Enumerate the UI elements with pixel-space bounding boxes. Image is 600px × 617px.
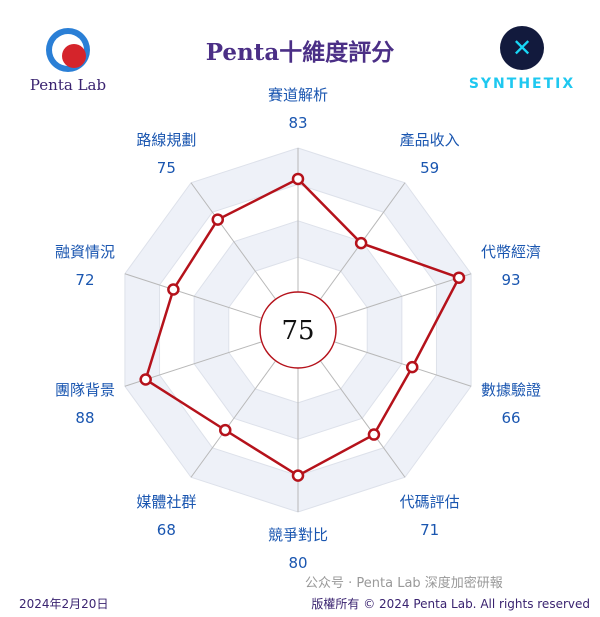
- data-point: [291, 469, 305, 482]
- value-label: 88: [75, 409, 94, 427]
- footer-copyright: 版權所有 © 2024 Penta Lab. All rights reserv…: [311, 597, 590, 611]
- data-point: [219, 423, 232, 437]
- value-label: 72: [75, 271, 94, 289]
- watermark: 公众号 · Penta Lab 深度加密研報: [305, 576, 503, 591]
- axis-label: 產品收入: [400, 131, 460, 149]
- data-point: [291, 172, 305, 186]
- data-point: [167, 283, 180, 296]
- center-score: 75: [281, 316, 314, 346]
- value-label: 75: [157, 159, 176, 177]
- value-label: 71: [420, 521, 439, 539]
- penta-lab-logo: [46, 28, 90, 72]
- value-label: 83: [288, 114, 307, 132]
- center-circle: [259, 291, 337, 369]
- data-point: [139, 373, 152, 386]
- axis-label: 賽道解析: [268, 86, 328, 104]
- synthetix-brand: SYNTHETIX: [468, 76, 576, 92]
- footer-date: 2024年2月20日: [19, 597, 109, 611]
- data-point: [405, 360, 419, 374]
- synthetix-logo: ✕: [500, 26, 544, 70]
- axis-label: 數據驗證: [481, 381, 541, 399]
- data-point: [354, 236, 368, 250]
- axis-label: 路線規劃: [136, 131, 196, 149]
- value-label: 59: [420, 159, 439, 177]
- axis-label: 媒體社群: [136, 493, 196, 511]
- data-point: [367, 428, 381, 441]
- axis-label: 代幣經濟: [481, 243, 541, 261]
- axis-label: 團隊背景: [55, 381, 115, 399]
- value-label: 68: [157, 521, 176, 539]
- data-point: [452, 271, 466, 284]
- axis-label: 融資情況: [55, 243, 115, 261]
- axis-label: 競爭對比: [268, 526, 328, 544]
- chart-title: Penta十維度評分: [205, 39, 395, 66]
- axis-label: 代碼評估: [400, 493, 460, 511]
- value-label: 80: [288, 554, 307, 572]
- value-label: 93: [501, 271, 520, 289]
- penta-lab-brand: Penta Lab: [29, 76, 107, 94]
- data-point: [211, 213, 225, 226]
- value-label: 66: [501, 409, 520, 427]
